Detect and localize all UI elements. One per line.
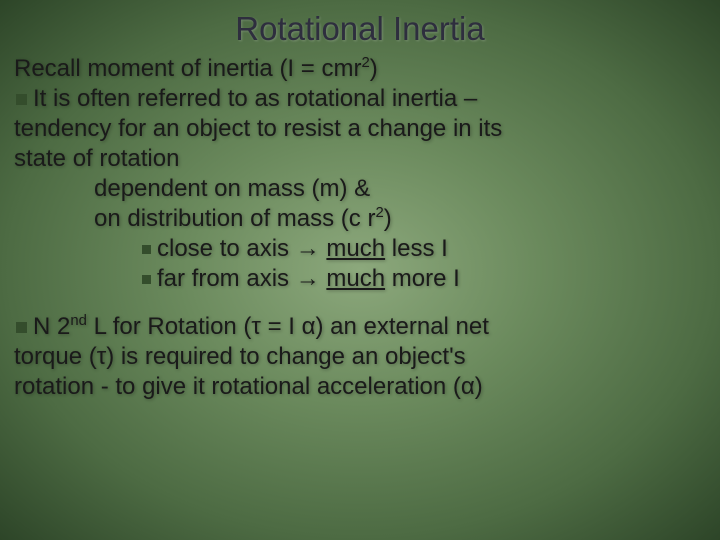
text: )	[370, 55, 378, 82]
text: on distribution of mass (c r	[94, 205, 375, 232]
text: L for Rotation (τ = I α) an external net	[87, 313, 489, 340]
text: far from axis	[157, 265, 296, 292]
text-line: state of rotation	[14, 144, 706, 174]
underline-text: much	[326, 265, 385, 292]
sub-bullet-line: far from axis → much more I	[14, 264, 706, 294]
superscript: 2	[361, 55, 369, 71]
sub-bullet-line: close to axis → much less I	[14, 234, 706, 264]
text: Recall moment of inertia (I = cmr	[14, 55, 361, 82]
square-bullet-icon	[16, 322, 27, 333]
text: more I	[385, 265, 460, 292]
text: It is often referred to as rotational in…	[33, 85, 477, 112]
text: close to axis	[157, 235, 296, 262]
square-bullet-icon	[142, 245, 151, 254]
bullet-line: It is often referred to as rotational in…	[14, 84, 706, 114]
text-line: torque (τ) is required to change an obje…	[14, 342, 706, 372]
superscript: nd	[70, 313, 87, 329]
text: )	[384, 205, 392, 232]
square-bullet-icon	[142, 275, 151, 284]
line-recall: Recall moment of inertia (I = cmr2)	[14, 54, 706, 84]
underline-text: much	[326, 235, 385, 262]
slide-body: Recall moment of inertia (I = cmr2) It i…	[14, 54, 706, 402]
text: less I	[385, 235, 448, 262]
text-line: tendency for an object to resist a chang…	[14, 114, 706, 144]
square-bullet-icon	[16, 94, 27, 105]
indent-line: on distribution of mass (c r2)	[14, 204, 706, 234]
text-line: rotation - to give it rotational acceler…	[14, 372, 706, 402]
slide-title: Rotational Inertia	[14, 10, 706, 48]
arrow-icon: →	[296, 265, 320, 292]
text: N 2	[33, 313, 70, 340]
arrow-icon: →	[296, 235, 320, 262]
indent-line: dependent on mass (m) &	[14, 174, 706, 204]
superscript: 2	[375, 205, 383, 221]
bullet-line: N 2nd L for Rotation (τ = I α) an extern…	[14, 312, 706, 342]
